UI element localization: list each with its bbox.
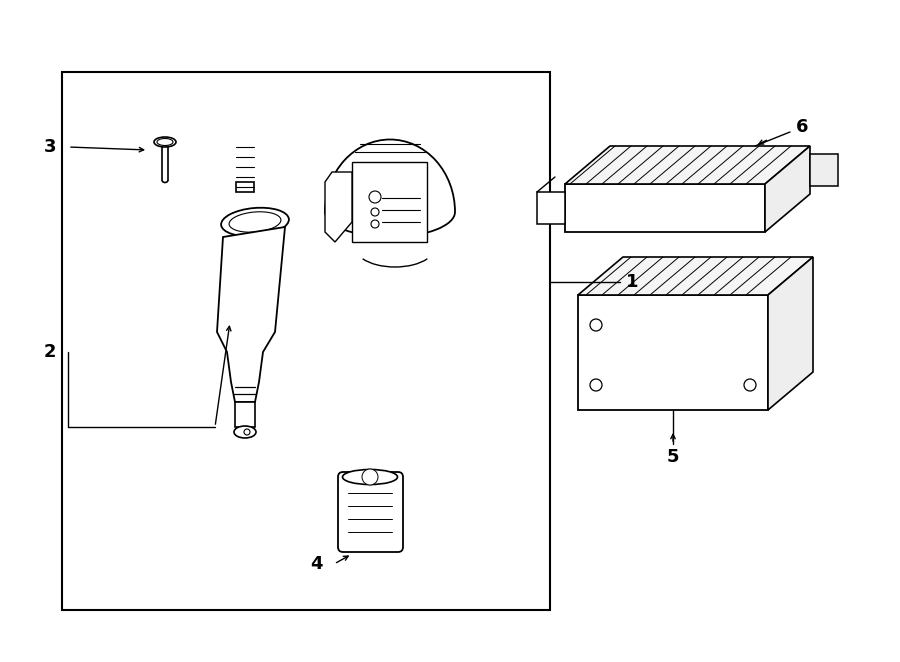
Ellipse shape xyxy=(343,469,398,485)
Polygon shape xyxy=(768,257,813,410)
Ellipse shape xyxy=(221,208,289,236)
Text: 6: 6 xyxy=(796,118,808,136)
Circle shape xyxy=(362,469,378,485)
Polygon shape xyxy=(235,402,255,427)
Ellipse shape xyxy=(230,212,281,232)
Polygon shape xyxy=(217,227,285,402)
Polygon shape xyxy=(537,192,565,224)
Bar xyxy=(62,72,550,610)
Bar xyxy=(565,184,765,232)
Circle shape xyxy=(744,379,756,391)
Text: 3: 3 xyxy=(44,138,57,156)
Text: 1: 1 xyxy=(626,273,638,291)
Polygon shape xyxy=(236,182,254,192)
Polygon shape xyxy=(810,154,838,186)
Text: 5: 5 xyxy=(667,448,680,466)
Text: 2: 2 xyxy=(44,343,57,361)
Polygon shape xyxy=(325,172,352,242)
Polygon shape xyxy=(765,146,810,232)
Polygon shape xyxy=(565,146,810,184)
Ellipse shape xyxy=(234,426,256,438)
Bar xyxy=(578,295,768,410)
Text: 4: 4 xyxy=(310,555,322,573)
Ellipse shape xyxy=(157,138,173,146)
Circle shape xyxy=(590,319,602,331)
Circle shape xyxy=(371,208,379,216)
Circle shape xyxy=(369,191,381,203)
Polygon shape xyxy=(578,257,813,295)
FancyBboxPatch shape xyxy=(338,472,403,552)
Circle shape xyxy=(590,379,602,391)
Bar xyxy=(352,162,427,242)
Ellipse shape xyxy=(154,137,176,147)
Circle shape xyxy=(371,220,379,228)
Circle shape xyxy=(244,429,250,435)
